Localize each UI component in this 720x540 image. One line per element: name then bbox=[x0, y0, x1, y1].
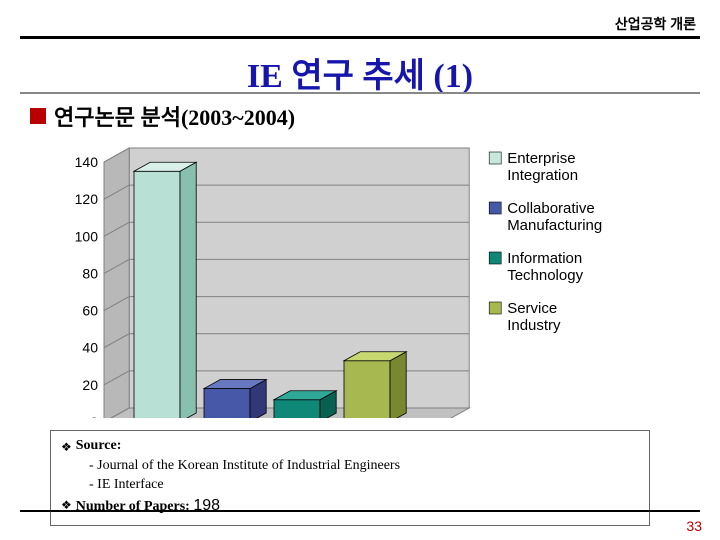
bottom-rule bbox=[20, 510, 700, 512]
svg-text:0: 0 bbox=[90, 414, 98, 418]
page-title: IE 연구 추세 (1) bbox=[0, 48, 720, 97]
top-rule bbox=[20, 36, 700, 39]
svg-text:Service: Service bbox=[507, 300, 557, 317]
svg-text:Information: Information bbox=[507, 250, 582, 267]
source-line-1: - Journal of the Korean Institute of Ind… bbox=[61, 457, 639, 476]
svg-text:Industry: Industry bbox=[507, 317, 561, 334]
diamond-icon: ❖ bbox=[61, 437, 72, 457]
svg-text:100: 100 bbox=[75, 228, 99, 244]
title-underline bbox=[20, 92, 700, 94]
svg-text:Technology: Technology bbox=[507, 267, 583, 284]
subtitle-text: 연구논문 분석(2003~2004) bbox=[54, 100, 295, 132]
svg-text:Manufacturing: Manufacturing bbox=[507, 217, 602, 234]
svg-text:Enterprise: Enterprise bbox=[507, 150, 575, 167]
svg-text:Collaborative: Collaborative bbox=[507, 200, 595, 217]
bullet-square-icon bbox=[30, 108, 46, 124]
page-number: 33 bbox=[686, 518, 702, 534]
svg-text:Integration: Integration bbox=[507, 167, 578, 184]
svg-text:140: 140 bbox=[75, 154, 99, 170]
svg-text:120: 120 bbox=[75, 191, 99, 207]
header-label: 산업공학 개론 bbox=[615, 14, 696, 34]
subtitle-row: 연구논문 분석(2003~2004) bbox=[30, 100, 295, 132]
chart-svg: 0 20 40 60 80 100 120 140 EnterpriseIntegration C… bbox=[60, 138, 660, 418]
source-line-2: - IE Interface bbox=[61, 476, 639, 495]
svg-text:60: 60 bbox=[82, 303, 98, 319]
svg-text:80: 80 bbox=[82, 265, 98, 281]
svg-text:40: 40 bbox=[82, 340, 98, 356]
source-label: Source: bbox=[76, 437, 122, 456]
bar-chart: 0 20 40 60 80 100 120 140 EnterpriseIntegration C… bbox=[60, 138, 660, 418]
svg-text:20: 20 bbox=[82, 377, 98, 393]
